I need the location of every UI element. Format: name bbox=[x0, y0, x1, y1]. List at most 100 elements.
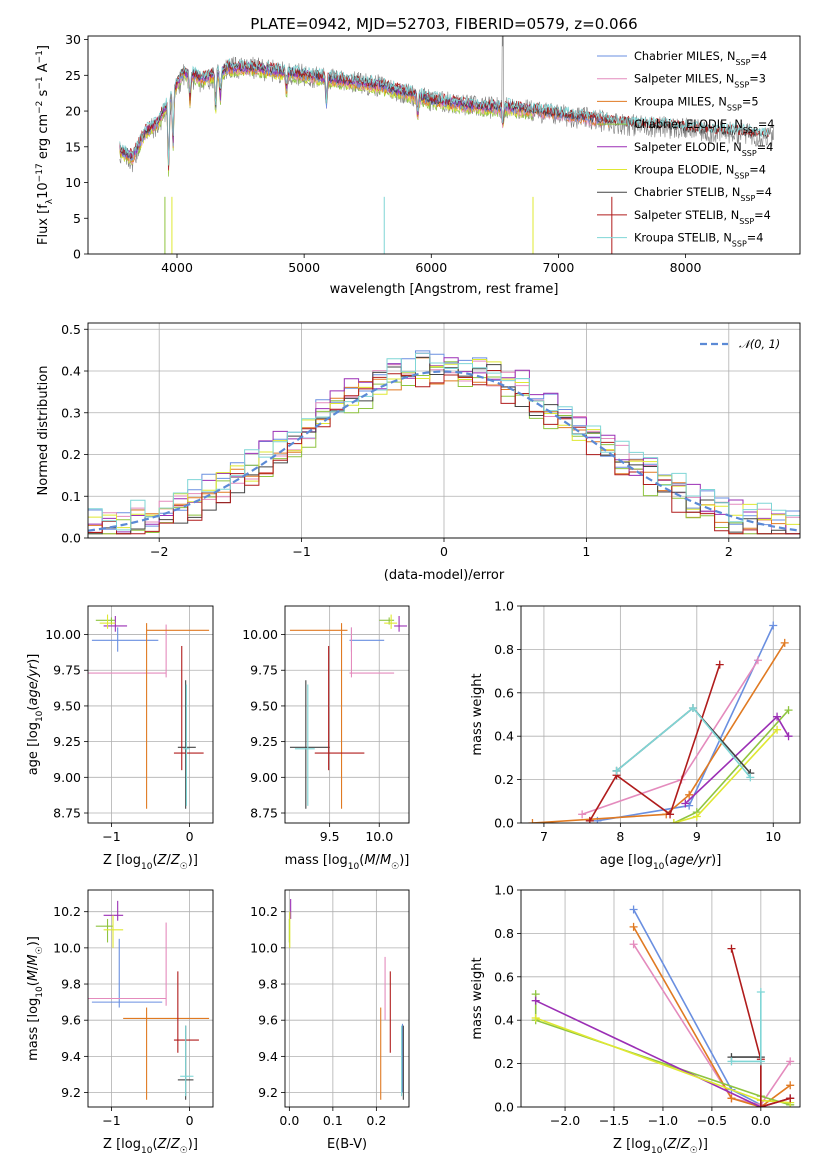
series-marker bbox=[753, 656, 762, 665]
mass-vs-Z-point-kroupa-miles bbox=[123, 1007, 210, 1100]
age-vs-mass-axes: 9.5 10.0 8.75 9.00 9.25 9.50 9.75 10.00 mass [lo… bbox=[242, 605, 410, 872]
axes-frame bbox=[87, 322, 801, 539]
spectrum-xtick-label: 8000 bbox=[670, 260, 702, 275]
series-marker bbox=[786, 1057, 795, 1066]
mass-vs-EBV-ytick-label: 9.4 bbox=[258, 1049, 278, 1064]
series-marker bbox=[669, 819, 678, 823]
residuals-xtick-label: 0 bbox=[440, 544, 448, 559]
legend-label-kroupa-elodie: Kroupa ELODIE, NSSP=4 bbox=[634, 164, 766, 181]
age-vs-Z-plot-area bbox=[88, 614, 210, 809]
series-marker bbox=[685, 790, 694, 799]
age-vs-mass-point-chabrier-stelib bbox=[289, 680, 330, 809]
spectrum-ytick-label: 0 bbox=[73, 247, 81, 262]
series-marker bbox=[780, 638, 789, 647]
series-marker bbox=[629, 905, 638, 914]
mass-vs-Z-ytick-label: 9.6 bbox=[61, 1013, 81, 1028]
series-marker bbox=[727, 1057, 736, 1066]
axes-frame bbox=[87, 889, 214, 1108]
series-marker bbox=[756, 987, 765, 996]
series-marker bbox=[692, 812, 701, 821]
massweight-vs-Z-xtick-label: −1.5 bbox=[599, 1113, 629, 1128]
age-vs-Z-point-kroupa-stelib bbox=[183, 684, 190, 806]
age-vs-mass-point-salpeter-stelib bbox=[314, 645, 365, 771]
series-marker bbox=[666, 810, 675, 819]
age-vs-Z-ytick-label: 9.75 bbox=[53, 663, 81, 678]
massweight-vs-Z-xtick-label: 0.0 bbox=[751, 1113, 771, 1128]
age-vs-Z-ytick-label: 9.25 bbox=[53, 734, 81, 749]
axes-frame bbox=[520, 889, 801, 1108]
massweight-vs-Z-ytick-label: 1.0 bbox=[494, 883, 514, 898]
series-marker bbox=[756, 1057, 765, 1066]
axes-frame bbox=[520, 605, 801, 824]
axes-frame bbox=[87, 35, 801, 255]
axes-frame bbox=[284, 889, 410, 1108]
massweight-vs-Z-xlabel: Z [log10(Z/Z☉)] bbox=[613, 1137, 708, 1156]
mass-vs-Z-plot-area bbox=[88, 900, 210, 1100]
series-marker bbox=[784, 706, 793, 715]
mass-vs-EBV-xtick-label: 0.2 bbox=[366, 1113, 386, 1128]
massweight-vs-age-xtick-label: 10 bbox=[765, 829, 781, 844]
spectrum-ytick-label: 15 bbox=[65, 139, 81, 154]
series-marker bbox=[629, 922, 638, 931]
residuals-xtick-label: 2 bbox=[725, 544, 733, 559]
legend-label-salpeter-miles: Salpeter MILES, NSSP=3 bbox=[634, 73, 766, 90]
series-marker bbox=[578, 810, 587, 819]
age-vs-mass-point-salpeter-miles bbox=[349, 627, 395, 678]
series-marker bbox=[612, 766, 621, 775]
massweight-vs-age-ytick-label: 0.2 bbox=[494, 772, 514, 787]
massweight-vs-Z-ytick-label: 0.0 bbox=[494, 1100, 514, 1115]
age-vs-Z-xtick-label: 0 bbox=[186, 829, 194, 844]
series-marker bbox=[773, 725, 782, 734]
mass-vs-Z-xtick-label: −1 bbox=[102, 1113, 120, 1128]
spectrum-ytick-label: 5 bbox=[73, 211, 81, 226]
age-vs-mass-ytick-label: 8.75 bbox=[250, 806, 278, 821]
massweight-vs-age-xtick-label: 7 bbox=[540, 829, 548, 844]
spectrum-xtick-label: 5000 bbox=[288, 260, 320, 275]
spectrum-ytick-label: 30 bbox=[65, 32, 81, 47]
age-vs-mass-ytick-label: 10.00 bbox=[242, 627, 278, 642]
series-marker bbox=[688, 703, 697, 712]
massweight-vs-Z-xtick-label: −0.5 bbox=[697, 1113, 727, 1128]
age-vs-Z-ytick-label: 9.50 bbox=[53, 698, 81, 713]
age-vs-mass-point-kroupa-elodie bbox=[384, 614, 398, 629]
massweight-vs-Z-axes: −2.0 −1.5 −1.0 −0.5 0.0 0.0 0.2 0.4 0.6 0.8 1.0 Z [… bbox=[470, 883, 801, 1156]
spectrum-ytick-label: 20 bbox=[65, 104, 81, 119]
mass-vs-Z-ytick-label: 9.2 bbox=[61, 1085, 81, 1100]
age-vs-Z-ytick-label: 8.75 bbox=[53, 806, 81, 821]
massweight-vs-Z-series-kroupa-stelib bbox=[727, 987, 765, 1066]
massweight-vs-age-xlabel: age [log10(age/yr)] bbox=[600, 853, 722, 872]
mass-vs-EBV-xtick-label: 0.0 bbox=[279, 1113, 299, 1128]
age-vs-mass-xtick-label: 10.0 bbox=[365, 829, 393, 844]
legend-label-chabrier-stelib: Chabrier STELIB, NSSP=4 bbox=[634, 186, 772, 203]
age-vs-Z-xlabel: Z [log10(Z/Z☉)] bbox=[103, 853, 198, 872]
massweight-vs-age-series-chabrier-miles bbox=[593, 621, 778, 823]
residuals-ytick-label: 0.5 bbox=[61, 322, 81, 337]
age-vs-mass-ytick-label: 9.00 bbox=[250, 770, 278, 785]
series-marker bbox=[786, 1094, 795, 1103]
residuals-xtick-label: 1 bbox=[582, 544, 590, 559]
age-vs-Z-point-kroupa-elodie bbox=[99, 614, 116, 629]
spectrum-xtick-label: 7000 bbox=[543, 260, 575, 275]
residuals-ytick-label: 0.4 bbox=[61, 364, 81, 379]
mass-vs-EBV-ytick-label: 9.2 bbox=[258, 1085, 278, 1100]
massweight-vs-age-ylabel: mass weight bbox=[470, 673, 485, 755]
mass-vs-Z-xtick-label: 0 bbox=[186, 1113, 194, 1128]
age-vs-Z-point-salpeter-miles bbox=[88, 624, 167, 678]
residuals-xtick-label: −2 bbox=[150, 544, 168, 559]
massweight-vs-Z-ylabel: mass weight bbox=[470, 957, 485, 1039]
legend-label-normal: 𝒩(0, 1) bbox=[739, 338, 780, 351]
mass-vs-Z-axes: −1 0 9.2 9.4 9.6 9.8 10.0 10.2 Z [log10(Z/Z☉)] ma… bbox=[26, 889, 214, 1156]
massweight-vs-age-ytick-label: 0.6 bbox=[494, 685, 514, 700]
series-marker bbox=[773, 712, 782, 721]
massweight-vs-age-ytick-label: 0.4 bbox=[494, 729, 514, 744]
massweight-vs-age-plot-area bbox=[528, 621, 793, 823]
mass-vs-EBV-ytick-label: 10.0 bbox=[250, 940, 278, 955]
axes-frame bbox=[87, 605, 214, 824]
mass-vs-Z-point-chabrier-elodie bbox=[95, 918, 113, 943]
residuals-ytick-label: 0.3 bbox=[61, 405, 81, 420]
age-vs-Z-axes: −1 0 8.75 9.00 9.25 9.50 9.75 10.00 Z [log10(Z/Z… bbox=[26, 605, 214, 872]
legend-label-salpeter-stelib: Salpeter STELIB, NSSP=4 bbox=[634, 209, 771, 226]
massweight-vs-Z-ytick-label: 0.8 bbox=[494, 926, 514, 941]
